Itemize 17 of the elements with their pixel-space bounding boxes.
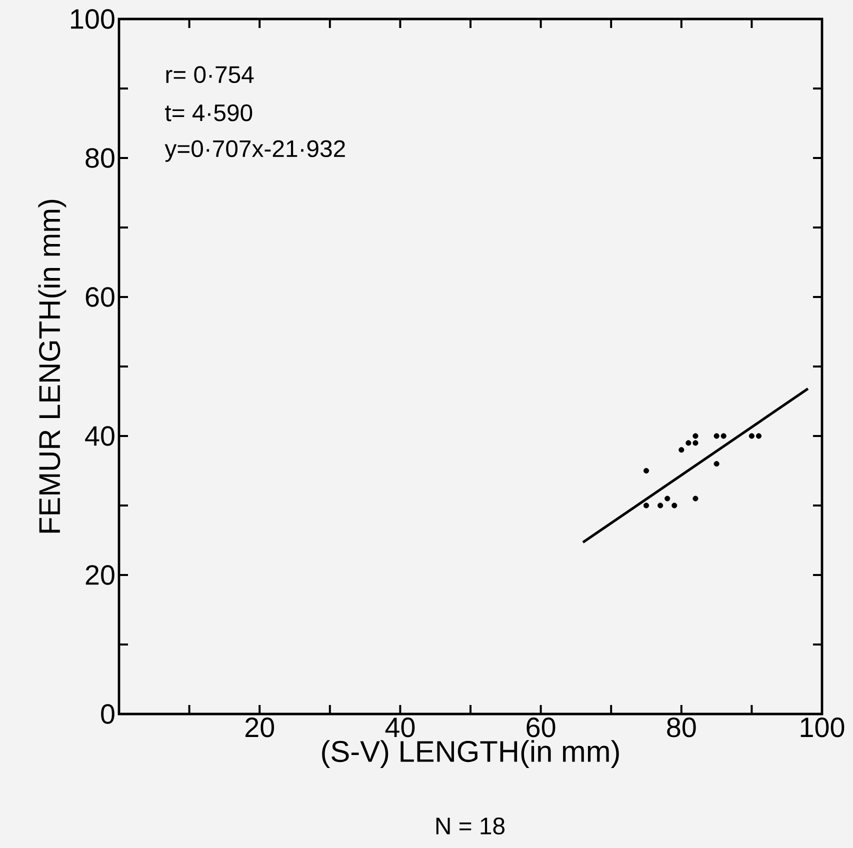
- annotation: r= 0·754: [166, 66, 254, 84]
- x-axis-title: (S-V) LENGTH(in mm): [322, 740, 619, 768]
- y-axis-title: FEMUR LENGTH(in mm): [38, 200, 66, 533]
- y-tick-label: 0: [101, 704, 114, 724]
- y-tick-label: 100: [71, 9, 114, 29]
- y-tick-label: 40: [85, 426, 114, 446]
- x-tick-label: 100: [800, 718, 844, 738]
- y-tick-label: 80: [86, 148, 114, 168]
- x-tick-label: 80: [667, 718, 696, 738]
- y-tick-label: 20: [86, 565, 114, 585]
- x-tick-label: 40: [385, 718, 415, 738]
- x-tick-label: 20: [245, 718, 274, 738]
- x-tick-label: 60: [526, 718, 556, 738]
- annotation: t= 4·590: [165, 104, 252, 122]
- annotation: y=0·707x-21·932: [164, 140, 345, 162]
- y-tick-label: 60: [86, 287, 114, 307]
- text: N = 18: [436, 818, 504, 834]
